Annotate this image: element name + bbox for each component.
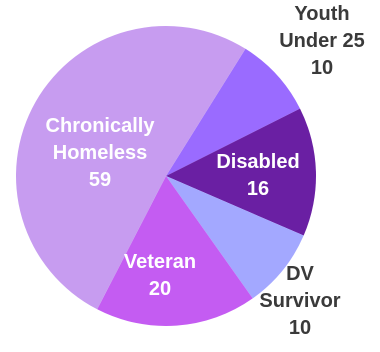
pie-slice-chronically-homeless	[15, 25, 246, 310]
pie-slice-dv-survivor	[166, 176, 304, 299]
slice-value: 20	[149, 278, 171, 300]
pie-slice-youth-under-25	[166, 48, 301, 176]
slice-label-line: Veteran	[124, 251, 196, 273]
slice-label-veteran: Veteran 20	[124, 251, 196, 300]
slice-label-line: DV	[286, 263, 314, 285]
slice-label-line: Youth	[294, 3, 349, 25]
slice-label-youth-under-25: Youth Under 25 10	[279, 3, 365, 79]
slice-label-line: Disabled	[216, 151, 299, 173]
slice-value: 10	[311, 57, 333, 79]
slice-label-line: Homeless	[53, 142, 148, 164]
slice-value: 10	[289, 317, 311, 339]
slice-label-line: Survivor	[259, 290, 340, 312]
slice-label-disabled: Disabled 16	[216, 151, 299, 200]
pie-slice-veteran	[97, 176, 253, 327]
slice-value: 59	[89, 169, 111, 191]
pie-slice-disabled	[166, 108, 317, 236]
slice-label-dv-survivor: DV Survivor 10	[259, 263, 340, 339]
slice-label-line: Under 25	[279, 30, 365, 52]
slice-label-line: Chronically	[46, 115, 156, 137]
slice-value: 16	[247, 178, 269, 200]
slice-label-chronically-homeless: Chronically Homeless 59	[46, 115, 156, 191]
